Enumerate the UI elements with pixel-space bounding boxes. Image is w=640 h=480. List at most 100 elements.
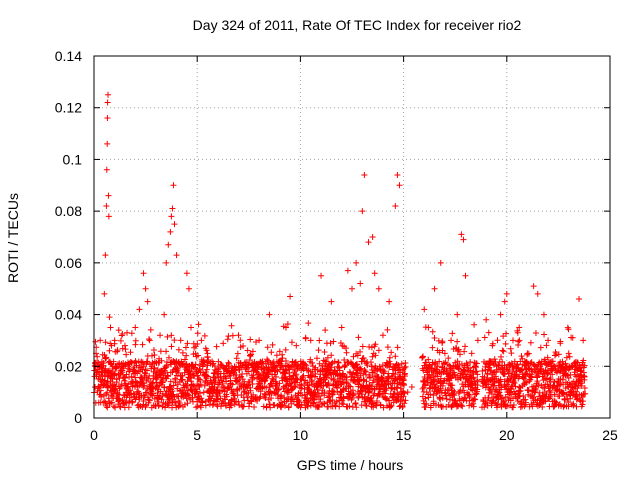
data-point-bg-431 <box>163 348 170 355</box>
data-point-bg-1136 <box>281 402 288 409</box>
data-point-bg-888 <box>240 403 247 410</box>
data-point-bg-2331 <box>501 398 508 405</box>
data-point-bg-126 <box>112 404 119 411</box>
data-point-bg-2791 <box>576 397 583 404</box>
data-point-bg-195 <box>123 351 130 358</box>
data-point-0-72 <box>365 239 372 246</box>
data-point-0-0 <box>92 383 99 390</box>
data-point-bg-2066 <box>452 398 459 405</box>
data-point-bg-2598 <box>545 369 552 376</box>
data-point-bg-2395 <box>511 380 518 387</box>
data-point-0-96 <box>474 337 481 344</box>
data-point-bg-1346 <box>316 337 323 344</box>
data-point-0-78 <box>390 363 397 370</box>
data-point-0-35 <box>163 259 170 266</box>
data-point-bg-172 <box>119 345 126 352</box>
data-point-bg-245 <box>132 374 139 381</box>
data-point-0-107 <box>534 290 541 297</box>
data-point-bg-1975 <box>437 396 444 403</box>
data-point-bg-803 <box>225 384 232 391</box>
data-point-bg-2551 <box>537 344 544 351</box>
data-point-bg-2531 <box>534 378 541 385</box>
data-point-0-90 <box>448 337 455 344</box>
data-point-0-23 <box>121 342 128 349</box>
data-point-bg-1989 <box>439 339 446 346</box>
data-point-bg-961 <box>253 368 260 375</box>
y-tick-label-7: 0.14 <box>55 48 82 64</box>
data-point-bg-2272 <box>491 379 498 386</box>
data-point-bg-1743 <box>382 382 389 389</box>
data-point-bg-2100 <box>458 402 465 409</box>
data-point-bg-1003 <box>259 358 266 365</box>
data-point-bg-997 <box>258 359 265 366</box>
data-point-bg-1202 <box>292 383 299 390</box>
data-point-bg-2693 <box>560 390 567 397</box>
data-point-bg-1927 <box>429 344 436 351</box>
data-point-bg-2342 <box>502 330 509 337</box>
data-point-bg-2412 <box>514 362 521 369</box>
data-point-bg-1181 <box>288 339 295 346</box>
chart-title: Day 324 of 2011, Rate Of TEC Index for r… <box>193 17 522 33</box>
data-point-bg-2045 <box>449 382 456 389</box>
data-point-bg-1171 <box>287 381 294 388</box>
data-point-bg-1295 <box>308 372 315 379</box>
data-point-bg-406 <box>158 357 165 364</box>
data-point-bg-481 <box>171 337 178 344</box>
data-point-bg-807 <box>225 384 232 391</box>
data-point-bg-1142 <box>282 346 289 353</box>
data-point-bg-1709 <box>376 363 383 370</box>
data-point-0-109 <box>545 337 552 344</box>
data-point-bg-1495 <box>340 370 347 377</box>
data-point-bg-772 <box>219 380 226 387</box>
data-point-0-43 <box>177 337 184 344</box>
data-point-bg-2641 <box>552 398 559 405</box>
data-point-bg-1441 <box>331 367 338 374</box>
data-point-bg-868 <box>236 374 243 381</box>
data-point-bg-2371 <box>507 345 514 352</box>
data-point-bg-2750 <box>569 334 576 341</box>
data-point-bg-228 <box>128 330 135 337</box>
plot-frame <box>93 55 611 419</box>
data-point-bg-765 <box>218 403 225 410</box>
data-point-bg-411 <box>159 403 166 410</box>
data-point-bg-2082 <box>455 365 462 372</box>
data-point-bg-605 <box>191 373 198 380</box>
data-point-bg-1393 <box>323 374 330 381</box>
data-point-bg-1948 <box>432 359 439 366</box>
data-point-bg-124 <box>111 370 118 377</box>
data-point-bg-860 <box>235 398 242 405</box>
data-point-bg-637 <box>196 384 203 391</box>
data-point-bg-1474 <box>337 381 344 388</box>
data-point-bg-654 <box>199 398 206 405</box>
data-point-bg-2400 <box>512 383 519 390</box>
data-point-bg-466 <box>168 343 175 350</box>
data-point-bg-155 <box>116 403 123 410</box>
data-point-bg-1402 <box>325 390 332 397</box>
data-point-0-65 <box>338 324 345 331</box>
data-point-0-11 <box>104 99 111 106</box>
data-point-bg-744 <box>213 398 220 405</box>
data-point-bg-1355 <box>317 396 324 403</box>
data-point-0-115 <box>580 337 587 344</box>
data-point-bg-1084 <box>273 373 280 380</box>
data-point-bg-1241 <box>299 392 306 399</box>
data-point-bg-1283 <box>306 382 313 389</box>
data-point-0-71 <box>361 171 368 178</box>
data-point-bg-1902 <box>425 356 432 363</box>
data-point-bg-613 <box>192 361 199 368</box>
data-point-0-51 <box>225 363 232 370</box>
data-point-bg-2806 <box>579 394 586 401</box>
data-point-bg-2018 <box>445 355 452 362</box>
data-point-bg-141 <box>114 347 121 354</box>
data-point-bg-1931 <box>429 372 436 379</box>
data-point-bg-884 <box>239 376 246 383</box>
x-axis-label: GPS time / hours <box>297 457 404 473</box>
data-point-0-97 <box>483 316 490 323</box>
data-point-bg-1993 <box>439 395 446 402</box>
data-point-bg-1909 <box>426 371 433 378</box>
data-point-bg-832 <box>229 332 236 339</box>
data-point-bg-2340 <box>502 340 509 347</box>
data-point-bg-391 <box>156 382 163 389</box>
data-point-bg-2604 <box>546 360 553 367</box>
